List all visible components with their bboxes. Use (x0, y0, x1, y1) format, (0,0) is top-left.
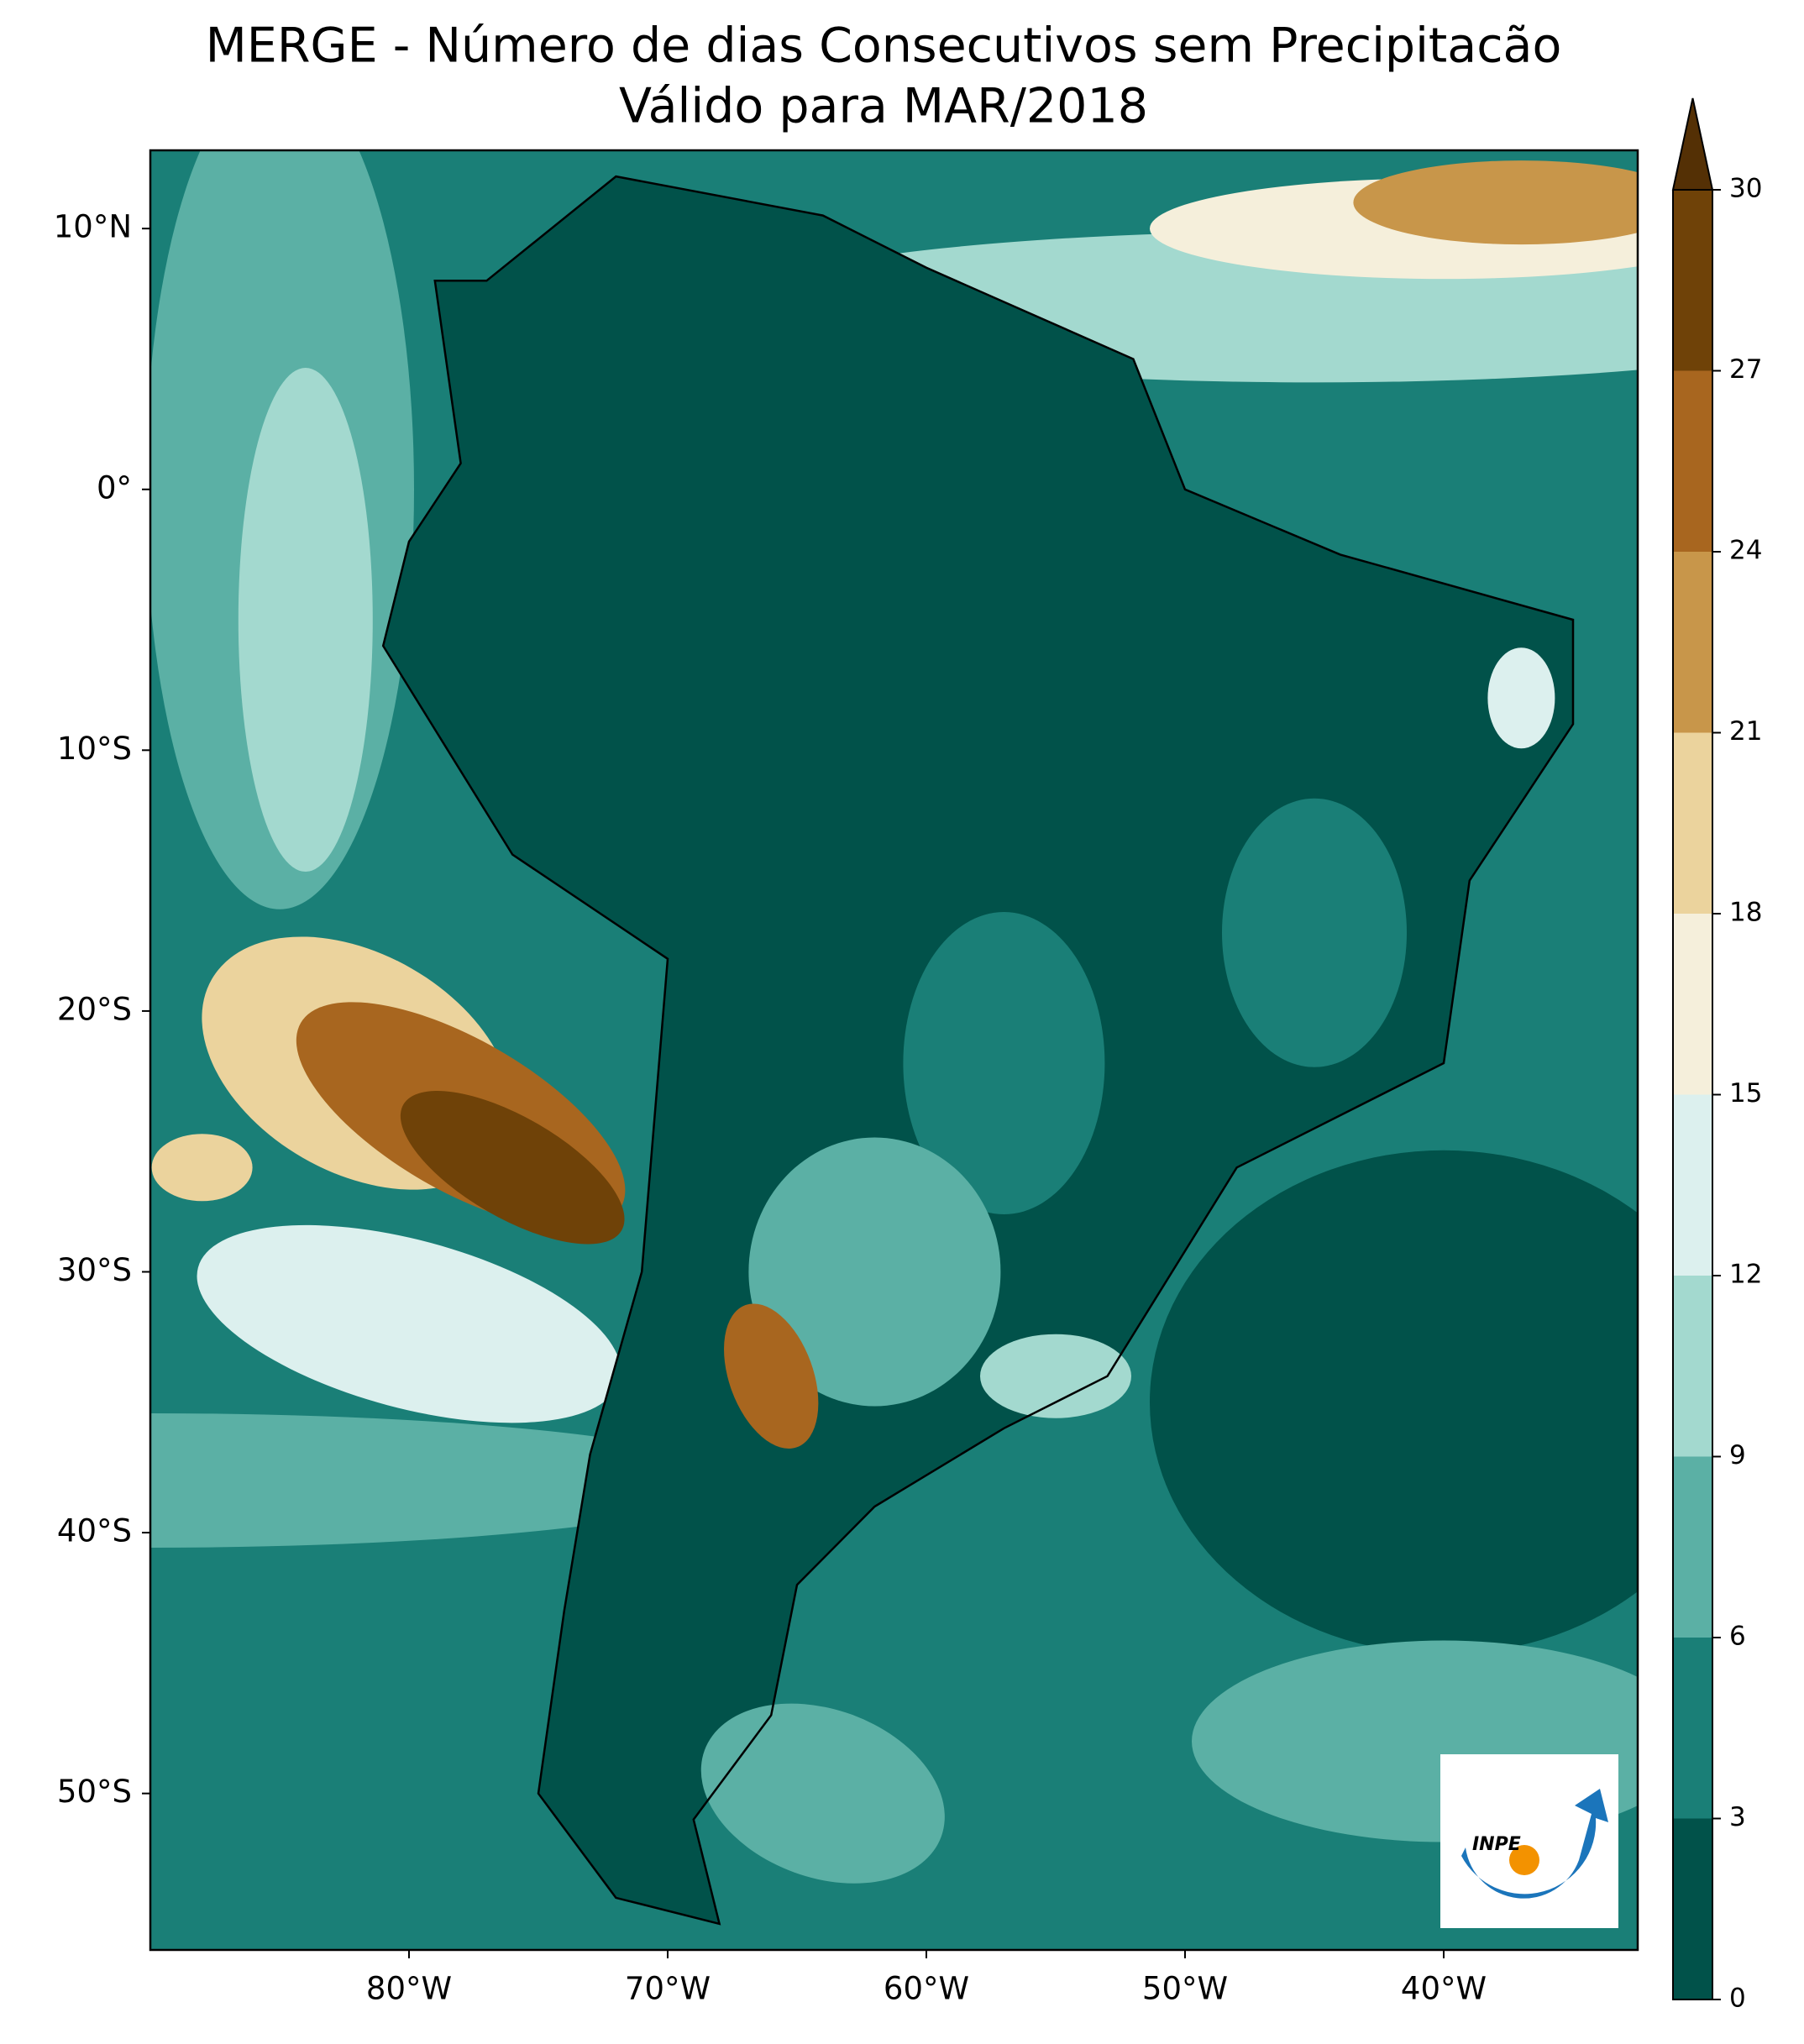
colorbar-bin (1673, 732, 1712, 914)
logo-dot (1509, 1845, 1539, 1875)
colorbar-tick-label: 15 (1729, 1078, 1762, 1108)
y-tick-label: 0° (97, 469, 132, 506)
y-tick-label: 50°S (57, 1774, 132, 1810)
field-patch (1222, 798, 1407, 1067)
colorbar-bin (1673, 1456, 1712, 1638)
colorbar-bin (1673, 1818, 1712, 1999)
y-tick-label: 40°S (57, 1513, 132, 1549)
colorbar-tick-label: 30 (1729, 174, 1762, 204)
chart-title: MERGE - Número de dias Consecutivos sem … (206, 18, 1562, 74)
colorbar-extend (1671, 97, 1714, 191)
colorbar-tick-label: 0 (1729, 1984, 1746, 2014)
x-tick-label: 80°W (366, 1971, 452, 2007)
colorbar-bin (1673, 552, 1712, 733)
field-patch (700, 1703, 945, 1884)
colorbar-tick-label: 18 (1729, 898, 1762, 928)
colorbar-bin (1673, 1276, 1712, 1457)
field-patch (980, 1334, 1131, 1418)
coastline (381, 175, 1575, 1926)
y-tick-label: 20°S (57, 991, 132, 1027)
x-tick-label: 60°W (884, 1971, 969, 2007)
colorbar-bin (1673, 370, 1712, 552)
x-tick-label: 40°W (1401, 1971, 1487, 2007)
x-tick-label: 50°W (1142, 1971, 1228, 2007)
field-patch (1353, 160, 1638, 245)
map-frame (149, 149, 1639, 1952)
map-area (150, 150, 1638, 1950)
colorbar-bin (1673, 1094, 1712, 1276)
field-patch (151, 1134, 253, 1202)
colorbar-tick-label: 27 (1729, 354, 1762, 385)
logo-text: INPE (1472, 1834, 1521, 1855)
y-tick-label: 30°S (57, 1252, 132, 1288)
colorbar-tick-label: 12 (1729, 1260, 1762, 1290)
colorbar-tick-label: 24 (1729, 536, 1762, 566)
field-patch (238, 368, 373, 873)
logo: INPE (1440, 1754, 1618, 1928)
field-patch (1487, 647, 1555, 749)
y-tick-label: 10°S (57, 731, 132, 767)
field-patch (1150, 1150, 1638, 1654)
field-patch (724, 1303, 819, 1449)
colorbar-tick-label: 3 (1729, 1802, 1746, 1832)
y-tick-label: 10°N (54, 209, 132, 245)
x-tick-label: 70°W (625, 1971, 711, 2007)
chart-subtitle: Válido para MAR/2018 (619, 79, 1148, 134)
logo-swoosh (1461, 1789, 1608, 1899)
colorbar-bin (1673, 1638, 1712, 1819)
field-patch (903, 912, 1105, 1215)
field-patch (748, 1137, 1001, 1407)
colorbar-bin (1673, 190, 1712, 371)
colorbar-tick-label: 21 (1729, 716, 1762, 747)
colorbar-bin (1673, 914, 1712, 1095)
field-patch (400, 1091, 625, 1245)
colorbar-tick-label: 6 (1729, 1622, 1746, 1652)
colorbar-tick-label: 9 (1729, 1440, 1746, 1470)
field-patch (197, 1224, 621, 1423)
